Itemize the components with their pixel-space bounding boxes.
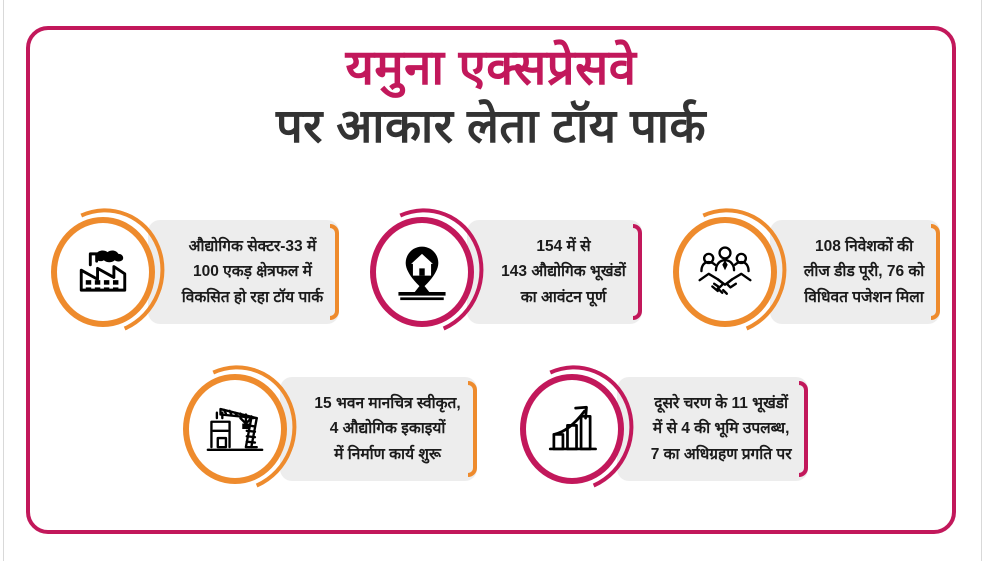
stat-card-text-line: 15 भवन मानचित्र स्वीकृत, [314, 395, 461, 413]
stat-card-text-line: विकसित हो रहा टॉय पार्क [181, 288, 324, 306]
ring-inner-circle [672, 217, 777, 327]
stat-card: दूसरे चरण के 11 भूखंडों में से 4 की भूमि … [491, 346, 808, 512]
stat-card-text-line: 4 औद्योगिक इकाइयों [329, 420, 446, 438]
growth-bar-chart-icon [520, 374, 624, 484]
crane-construction-icon [183, 374, 287, 484]
stat-card-icon-ring [644, 189, 806, 355]
stat-card-text-panel: 108 निवेशकों की लीज डीड पूरी, 76 को विधिवत… [769, 220, 941, 324]
stat-card: औद्योगिक सेक्टर-33 में 100 एकड़ क्षेत्रफल… [22, 189, 340, 355]
stat-card-text-line: औद्योगिक सेक्टर-33 में [188, 238, 317, 256]
stat-card-text-line: दूसरे चरण के 11 भूखंडों [654, 395, 789, 413]
stat-card-text-line: का आवंटन पूर्ण [520, 288, 607, 306]
house-location-pin-icon [370, 217, 474, 327]
card-row-top: औद्योगिक सेक्टर-33 में 100 एकड़ क्षेत्रफल… [22, 189, 956, 355]
stat-card-text-line: 143 औद्योगिक भूखंडों [501, 263, 626, 281]
ring-inner-circle [519, 374, 624, 484]
stat-card-text-line: 108 निवेशकों की [815, 238, 914, 256]
page-guide-line-left [3, 0, 4, 561]
stat-card-text-panel: 15 भवन मानचित्र स्वीकृत, 4 औद्योगिक इकाइय… [280, 377, 478, 481]
stat-card-text-line: विधिवत पजेशन मिला [804, 288, 924, 306]
stat-card-text-line: 100 एकड़ क्षेत्रफल में [192, 263, 312, 281]
stat-card: 108 निवेशकों की लीज डीड पूरी, 76 को विधिवत… [644, 189, 941, 355]
page-title: यमुना एक्सप्रेसवे पर आकार लेता टॉय पार्क [26, 41, 956, 152]
stat-card-text-panel: 154 में से 143 औद्योगिक भूखंडों का आवंटन प… [467, 220, 642, 324]
handshake-people-icon [673, 217, 777, 327]
stat-card-text-line: लीज डीड पूरी, 76 को [803, 263, 925, 281]
stat-card: 154 में से 143 औद्योगिक भूखंडों का आवंटन प… [341, 189, 642, 355]
stat-card-icon-ring [341, 189, 503, 355]
ring-inner-circle [183, 374, 288, 484]
stat-card-text-line: 154 में से [536, 238, 591, 256]
page-guide-line-right [981, 0, 982, 561]
title-line-secondary: पर आकार लेता टॉय पार्क [275, 98, 707, 152]
title-line-primary: यमुना एक्सप्रेसवे [345, 41, 637, 95]
card-row-bottom: 15 भवन मानचित्र स्वीकृत, 4 औद्योगिक इकाइय… [26, 346, 956, 512]
stat-card-icon-ring [154, 346, 316, 512]
stat-card-text-panel: औद्योगिक सेक्टर-33 में 100 एकड़ क्षेत्रफल… [147, 220, 340, 324]
stat-card-text-line: 7 का अधिग्रहण प्रगति पर [650, 445, 792, 463]
factory-icon [51, 217, 155, 327]
stat-card-text-line: में से 4 की भूमि उपलब्ध, [652, 420, 790, 438]
stat-card: 15 भवन मानचित्र स्वीकृत, 4 औद्योगिक इकाइय… [154, 346, 478, 512]
stat-card-text-panel: दूसरे चरण के 11 भूखंडों में से 4 की भूमि … [616, 377, 808, 481]
stat-card-icon-ring [22, 189, 184, 355]
stat-card-icon-ring [491, 346, 653, 512]
stat-card-text-line: में निर्माण कार्य शुरू [334, 445, 441, 463]
